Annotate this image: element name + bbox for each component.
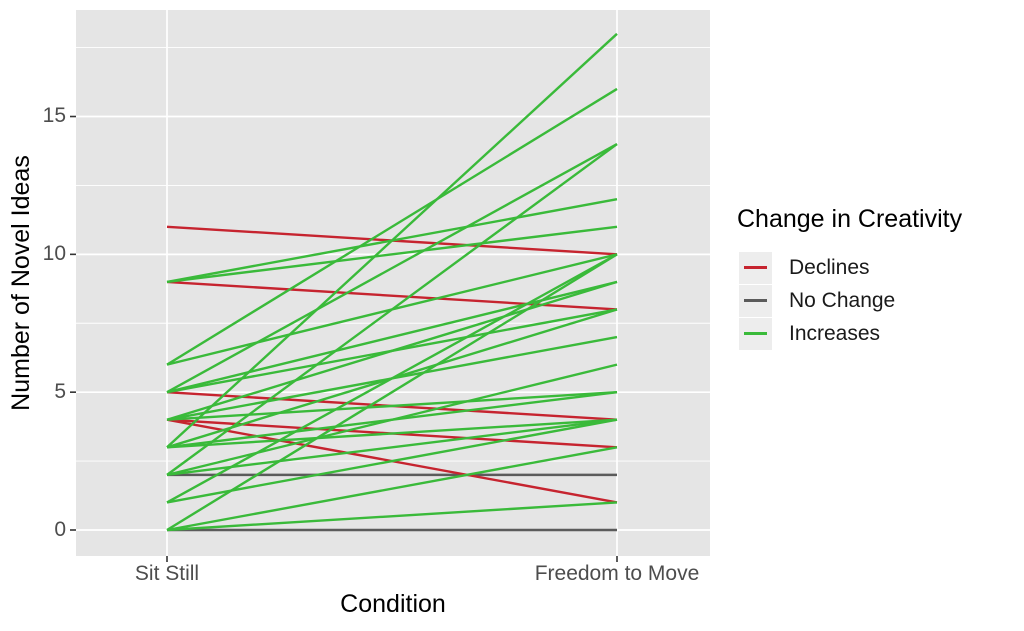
y-tick-label-0: 0 [54,518,66,541]
x-tick-label-sit-still: Sit Still [134,562,200,585]
x-tick-label-freedom-to-move: Freedom to Move [534,562,700,585]
legend-label-increases: Increases [789,322,881,345]
legend-key-no-change [739,285,772,317]
data-line-increases [166,253,618,366]
data-line-increases [166,335,618,421]
declines-line-swatch [744,266,767,269]
y-tick-label-5: 5 [54,380,66,403]
data-line-increases [166,143,618,394]
x-axis-title: Condition [340,590,446,618]
legend-label-no-change: No Change [789,289,896,312]
legend-key-increases [739,318,772,350]
data-line-increases [166,390,618,449]
data-line-increases [166,390,618,421]
data-line-increases [166,87,618,366]
y-axis-title: Number of Novel Ideas [7,155,35,411]
increases-line-swatch [744,332,767,335]
data-line-increases [166,501,618,532]
data-line-increases [166,418,618,504]
no-change-line-swatch [744,299,767,302]
data-line-increases [166,198,618,284]
legend-label-declines: Declines [789,256,870,279]
data-line-increases [166,280,618,394]
legend-key-declines [739,252,772,284]
data-line-increases [166,225,618,284]
data-line-increases [166,446,618,532]
data-line-increases [166,308,618,394]
data-line-increases [166,418,618,477]
legend-title: Change in Creativity [737,205,963,233]
data-line-increases [166,418,618,449]
y-tick-label-15: 15 [42,104,66,127]
y-tick-label-10: 10 [42,242,66,265]
